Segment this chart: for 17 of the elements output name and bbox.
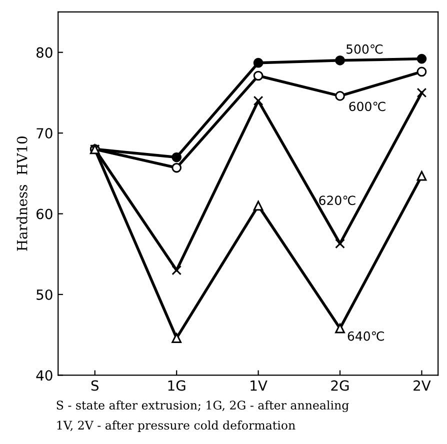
- series-label: 600℃: [349, 102, 386, 112]
- y-tick-label: 80: [36, 47, 52, 58]
- series-label: 640℃: [348, 331, 384, 341]
- y-axis-title: Hardness HV10: [16, 136, 28, 251]
- y-tick-label: 70: [36, 128, 52, 139]
- series-label: 500℃: [346, 44, 383, 54]
- x-tick-label: 1G: [168, 380, 186, 391]
- x-tick-label: 2G: [331, 380, 349, 391]
- y-tick-label: 50: [36, 289, 52, 300]
- x-tick-label: 2V: [414, 380, 431, 391]
- x-tick-label: S: [91, 380, 99, 391]
- x-tick-label: 1V: [250, 380, 268, 391]
- y-tick-label: 40: [36, 370, 52, 381]
- text: S - state after extrusion; 1G, 2G - after annealing: [56, 400, 349, 412]
- text: 1V, 2V - after pressure cold deformation: [57, 420, 296, 432]
- y-tick-label: 60: [36, 208, 52, 220]
- series-label: 620℃: [319, 196, 356, 206]
